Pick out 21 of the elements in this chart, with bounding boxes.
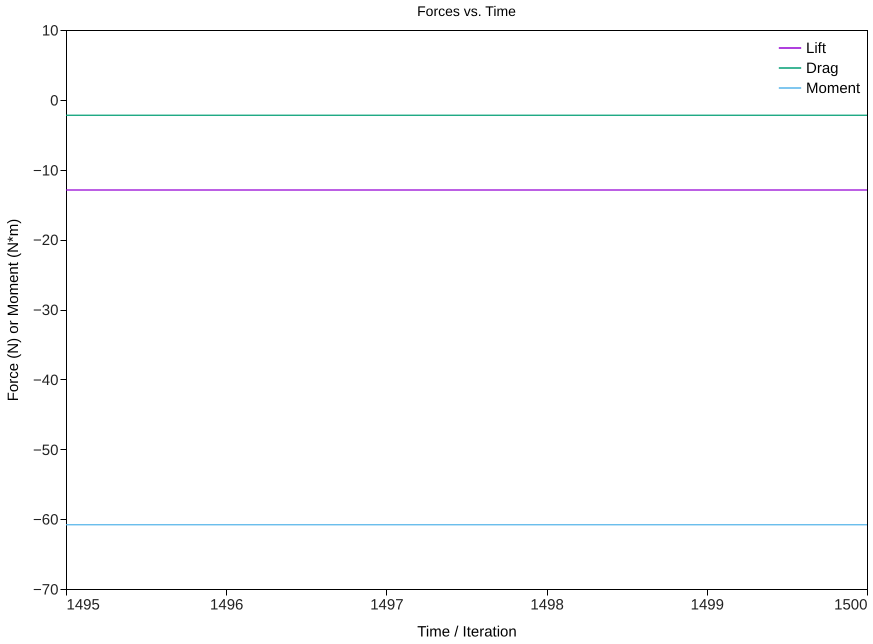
y-tick-label: −60 xyxy=(33,512,58,529)
x-tick-label: 1499 xyxy=(690,596,724,614)
y-tick-label: 0 xyxy=(50,92,58,110)
chart-title: Forces vs. Time xyxy=(417,3,516,19)
x-tick-label: 1495 xyxy=(66,596,100,614)
x-axis-title: Time / Iteration xyxy=(417,624,517,640)
y-tick-label: −70 xyxy=(33,582,58,598)
y-tick-label: −20 xyxy=(33,232,58,250)
y-tick-label: −50 xyxy=(33,442,58,459)
x-tick-label: 1497 xyxy=(370,596,404,614)
y-tick-label: −30 xyxy=(33,302,58,319)
y-tick-label: 10 xyxy=(42,22,58,40)
y-axis-title: Force (N) or Moment (N*m) xyxy=(5,218,22,402)
x-tick-label: 1500 xyxy=(834,596,868,614)
x-tick-label: 1498 xyxy=(530,596,564,614)
legend-label: Lift xyxy=(806,40,827,57)
legend-label: Drag xyxy=(806,60,839,77)
x-tick-label: 1496 xyxy=(210,596,244,614)
legend-label: Moment xyxy=(806,80,862,97)
y-tick-label: −40 xyxy=(33,372,58,389)
y-tick-label: −10 xyxy=(33,162,58,180)
